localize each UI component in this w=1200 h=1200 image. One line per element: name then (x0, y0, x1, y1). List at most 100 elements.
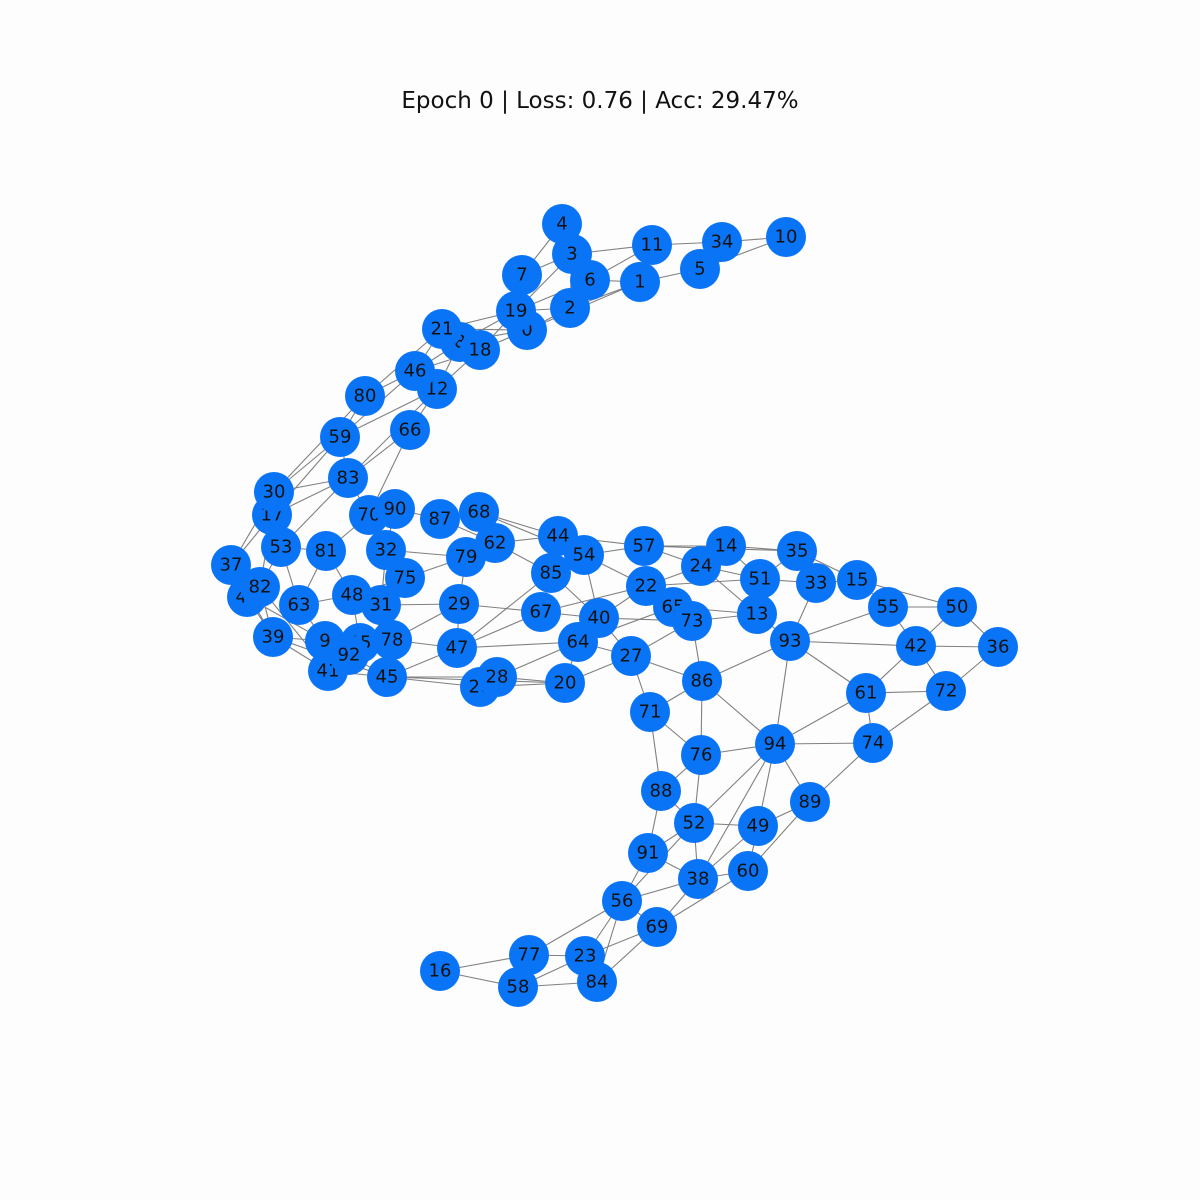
graph-node-38: 38 (678, 859, 718, 899)
node-circle (542, 204, 582, 244)
node-label: 73 (681, 611, 704, 632)
node-label: 46 (404, 361, 427, 382)
node-circle (937, 587, 977, 627)
node-label: 10 (775, 227, 798, 248)
node-label: 18 (469, 340, 492, 361)
graph-node-53: 53 (261, 527, 301, 567)
node-label: 59 (329, 427, 352, 448)
node-label: 39 (262, 627, 285, 648)
graph-node-11: 11 (632, 225, 672, 265)
node-label: 28 (486, 667, 509, 688)
node-circle (366, 530, 406, 570)
node-label: 22 (635, 576, 658, 597)
node-circle (420, 951, 460, 991)
node-circle (253, 617, 293, 657)
graph-node-69: 69 (637, 907, 677, 947)
node-label: 42 (905, 636, 928, 657)
node-circle (459, 492, 499, 532)
graph-node-22: 22 (626, 566, 666, 606)
graph-node-90: 90 (375, 489, 415, 529)
graph-node-5: 5 (680, 249, 720, 289)
node-circle (641, 771, 681, 811)
graph-node-94: 94 (755, 724, 795, 764)
graph-node-59: 59 (320, 417, 360, 457)
node-circle (626, 566, 666, 606)
graph-node-29: 29 (439, 584, 479, 624)
node-circle (211, 545, 251, 585)
node-circle (577, 962, 617, 1002)
node-circle (628, 833, 668, 873)
graph-node-47: 47 (437, 628, 477, 668)
node-label: 62 (484, 533, 507, 554)
node-circle (306, 531, 346, 571)
node-circle (496, 291, 536, 331)
node-label: 80 (354, 386, 377, 407)
node-label: 71 (639, 702, 662, 723)
graph-node-83: 83 (328, 458, 368, 498)
node-label: 4 (556, 214, 567, 235)
graph-node-16: 16 (420, 951, 460, 991)
node-label: 24 (690, 556, 713, 577)
node-layer: 0123456789101112131415161718192021222324… (211, 204, 1018, 1007)
graph-node-76: 76 (681, 735, 721, 775)
node-label: 45 (376, 667, 399, 688)
node-circle (681, 546, 721, 586)
node-label: 16 (429, 961, 452, 982)
graph-node-64: 64 (558, 622, 598, 662)
node-circle (420, 499, 460, 539)
graph-node-1: 1 (620, 262, 660, 302)
node-circle (564, 535, 604, 575)
graph-node-4: 4 (542, 204, 582, 244)
node-label: 88 (650, 781, 673, 802)
node-label: 91 (637, 843, 660, 864)
node-label: 53 (270, 537, 293, 558)
edge-80-30 (273, 395, 366, 493)
node-circle (682, 661, 722, 701)
graph-node-31: 31 (361, 585, 401, 625)
node-circle (637, 907, 677, 947)
node-circle (777, 531, 817, 571)
node-label: 38 (687, 869, 710, 890)
node-circle (390, 410, 430, 450)
graph-node-18: 18 (460, 330, 500, 370)
node-label: 56 (611, 891, 634, 912)
graph-node-20: 20 (545, 663, 585, 703)
node-circle (254, 472, 294, 512)
graph-node-19: 19 (496, 291, 536, 331)
node-label: 31 (370, 595, 393, 616)
node-circle (868, 587, 908, 627)
graph-node-55: 55 (868, 587, 908, 627)
graph-node-6: 6 (570, 260, 610, 300)
node-circle (375, 489, 415, 529)
node-label: 8 (454, 332, 465, 353)
node-label: 48 (341, 585, 364, 606)
edge-93-42 (789, 640, 917, 647)
node-label: 54 (573, 545, 596, 566)
graph-node-46: 46 (395, 351, 435, 391)
edge-47-85 (456, 572, 552, 649)
node-label: 61 (855, 683, 878, 704)
node-circle (498, 967, 538, 1007)
node-label: 2 (564, 298, 575, 319)
node-label: 32 (375, 540, 398, 561)
node-circle (329, 635, 369, 675)
node-label: 76 (690, 745, 713, 766)
node-label: 37 (220, 555, 243, 576)
node-circle (502, 255, 542, 295)
node-label: 6 (584, 270, 595, 291)
node-circle (509, 935, 549, 975)
node-circle (332, 575, 372, 615)
node-circle (896, 626, 936, 666)
graph-node-85: 85 (531, 553, 571, 593)
graph-node-77: 77 (509, 935, 549, 975)
graph-node-87: 87 (420, 499, 460, 539)
node-circle (240, 567, 280, 607)
node-label: 7 (516, 265, 527, 286)
graph-node-37: 37 (211, 545, 251, 585)
node-circle (680, 249, 720, 289)
graph-node-51: 51 (740, 559, 780, 599)
node-circle (611, 636, 651, 676)
node-label: 64 (567, 632, 590, 653)
node-circle (437, 628, 477, 668)
node-label: 81 (315, 541, 338, 562)
